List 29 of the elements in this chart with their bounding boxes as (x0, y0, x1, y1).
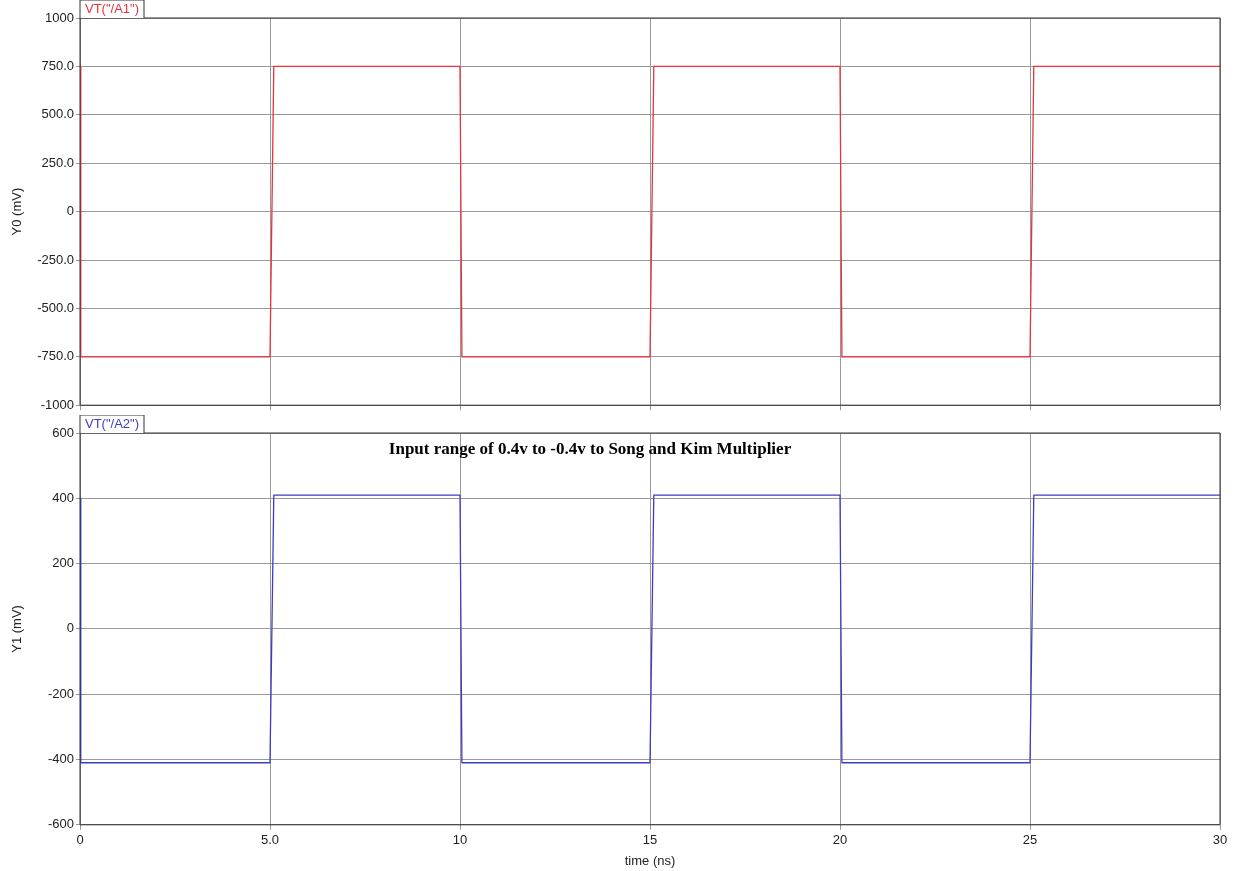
y-tick-label: -250.0 (37, 251, 74, 267)
y-tick-label: 0 (66, 620, 74, 636)
x-tick-label: 5.0 (260, 832, 280, 848)
y-tick-label: 600 (52, 424, 74, 440)
y-tick-label: -200 (47, 685, 74, 701)
x-tick-label: 10 (452, 832, 468, 848)
y-tick-label: 200 (52, 555, 74, 571)
x-tick-label: 0 (76, 832, 84, 848)
text: VT("/A1") (85, 0, 140, 16)
y-tick-label: 0 (66, 203, 74, 219)
y-axis-title: Y1 (mV) (9, 605, 25, 653)
y-tick-label: -750.0 (37, 348, 74, 364)
y-tick-label: -400 (47, 751, 74, 767)
x-tick-label: 25 (1022, 832, 1038, 848)
y-tick-label: -500.0 (37, 299, 74, 315)
y-tick-label: -1000 (40, 396, 74, 412)
y-tick-label: 250.0 (41, 154, 74, 170)
text: VT("/A2") (85, 415, 140, 431)
y-tick-label: 500.0 (41, 106, 74, 122)
y-tick-label: 750.0 (41, 57, 74, 73)
x-tick-label: 30 (1212, 832, 1228, 848)
y-axis-title: Y0 (mV) (9, 187, 25, 236)
y-tick-label: 1000 (45, 9, 74, 25)
x-axis-title: time (ns) (624, 852, 676, 868)
x-tick-label: 15 (642, 832, 658, 848)
x-tick-label: 20 (832, 832, 848, 848)
y-tick-label: -600 (47, 816, 74, 832)
y-tick-label: 400 (52, 489, 74, 505)
annotation: Input range of 0.4v to -0.4v to Song and Kim Multiplier (388, 438, 792, 458)
